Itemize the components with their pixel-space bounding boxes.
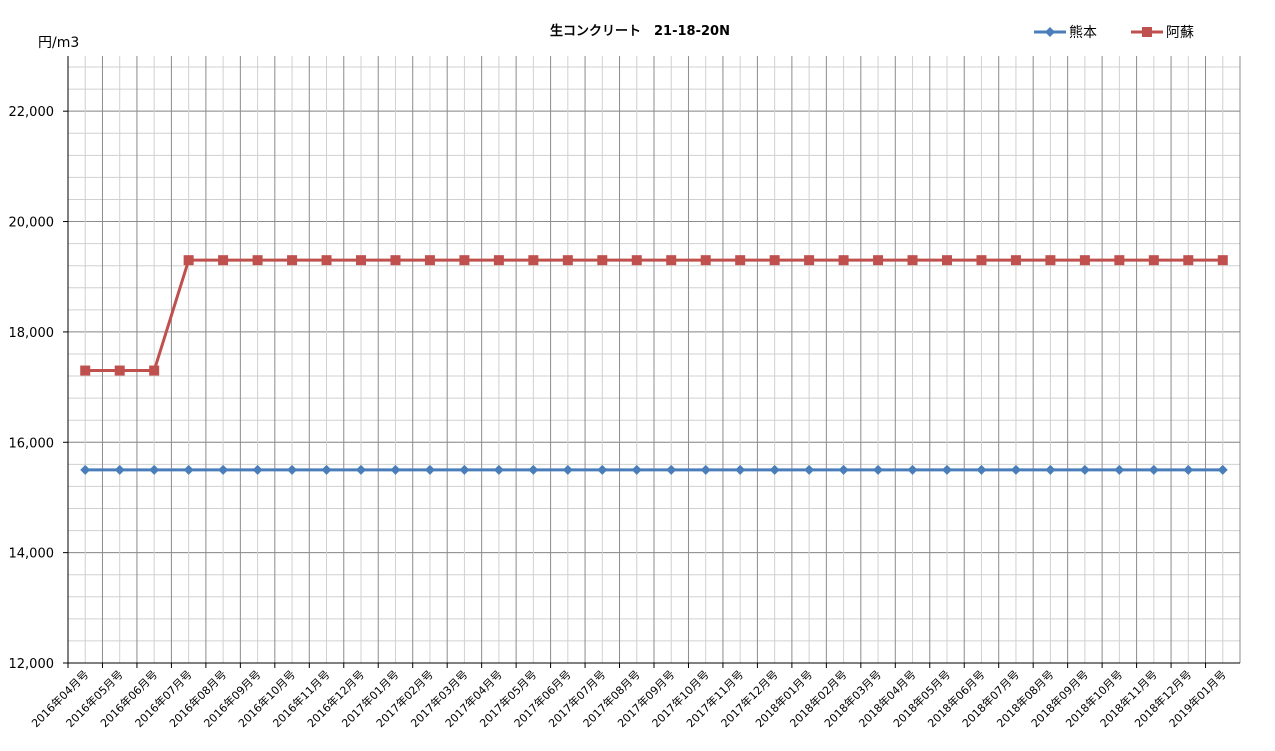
data-point-marker [114, 464, 125, 475]
data-point-marker [390, 255, 401, 266]
data-point-marker [252, 464, 263, 475]
data-point-marker [666, 255, 677, 266]
data-point-marker [562, 464, 573, 475]
data-point-marker [907, 464, 918, 475]
y-tick-label: 16,000 [9, 436, 55, 451]
axes [63, 56, 1240, 668]
legend-label: 阿蘇 [1166, 25, 1194, 41]
data-point-marker [459, 255, 470, 266]
data-point-marker [1010, 464, 1021, 475]
data-point-marker [838, 255, 849, 266]
data-point-marker [1217, 255, 1228, 266]
data-point-marker [218, 255, 229, 266]
data-point-marker [976, 255, 987, 266]
data-point-marker [942, 255, 952, 266]
data-point-marker [1183, 464, 1194, 475]
data-point-marker [493, 255, 504, 266]
data-point-marker [424, 255, 435, 266]
data-point-marker [597, 464, 608, 475]
data-point-marker [700, 464, 711, 475]
data-point-marker [114, 365, 125, 376]
data-point-marker [321, 255, 332, 266]
data-point-marker [80, 464, 91, 475]
data-point-marker [735, 255, 746, 266]
data-point-marker [356, 464, 366, 475]
data-point-marker [80, 365, 91, 376]
data-point-marker [1045, 255, 1056, 266]
y-axis-label: 円/m3 [38, 35, 79, 51]
data-point-marker [1148, 464, 1159, 475]
y-tick-label: 18,000 [9, 326, 55, 341]
y-tick-label: 22,000 [9, 105, 55, 120]
data-point-marker [149, 464, 160, 475]
data-point-marker [183, 255, 194, 266]
data-point-marker [321, 464, 332, 475]
data-point-marker [1183, 255, 1194, 266]
data-point-marker [390, 464, 401, 475]
data-point-marker [769, 255, 780, 266]
data-point-marker [942, 464, 952, 475]
legend: 熊本 阿蘇 [1034, 25, 1194, 41]
data-point-marker [562, 255, 573, 266]
data-point-marker [1079, 255, 1090, 266]
data-point-marker [873, 255, 884, 266]
data-point-marker [769, 464, 780, 475]
series-line [85, 258, 1223, 373]
data-point-marker [1010, 255, 1021, 266]
data-point-marker [1045, 464, 1056, 475]
data-point-marker [528, 464, 539, 475]
grid [67, 56, 1241, 663]
data-point-marker [459, 464, 470, 475]
labels: 生コンクリート 21-18-20N 円/m3 12,000 14,000 16,00… [9, 23, 1229, 730]
legend-marker [1045, 27, 1055, 37]
data-point-marker [424, 464, 435, 475]
data-point-marker [528, 255, 539, 266]
data-point-marker [149, 365, 160, 376]
data-point-marker [631, 255, 642, 266]
data-point-marker [804, 255, 815, 266]
data-point-marker [873, 464, 884, 475]
data-point-marker [287, 255, 298, 266]
data-point-marker [597, 255, 608, 266]
chart-title: 生コンクリート 21-18-20N [550, 23, 730, 39]
data-point-marker [631, 464, 642, 475]
data-point-marker [1217, 464, 1228, 475]
series [80, 255, 1228, 475]
data-point-marker [907, 255, 918, 266]
data-point-marker [1114, 464, 1125, 475]
data-point-marker [976, 464, 987, 475]
data-point-marker [804, 464, 815, 475]
data-point-marker [218, 464, 229, 475]
data-point-marker [287, 464, 298, 475]
legend-marker [1142, 27, 1152, 37]
data-point-marker [183, 464, 194, 475]
legend-label: 熊本 [1069, 25, 1097, 41]
data-point-marker [666, 464, 677, 475]
data-point-marker [1148, 255, 1159, 266]
y-tick-label: 20,000 [9, 216, 55, 231]
y-tick-label: 14,000 [9, 547, 55, 562]
y-tick-label: 12,000 [9, 657, 55, 672]
data-point-marker [1114, 255, 1125, 266]
data-point-marker [252, 255, 263, 266]
data-point-marker [700, 255, 711, 266]
data-point-marker [356, 255, 366, 266]
data-point-marker [1079, 464, 1090, 475]
data-point-marker [838, 464, 849, 475]
data-point-marker [735, 464, 746, 475]
data-point-marker [493, 464, 504, 475]
